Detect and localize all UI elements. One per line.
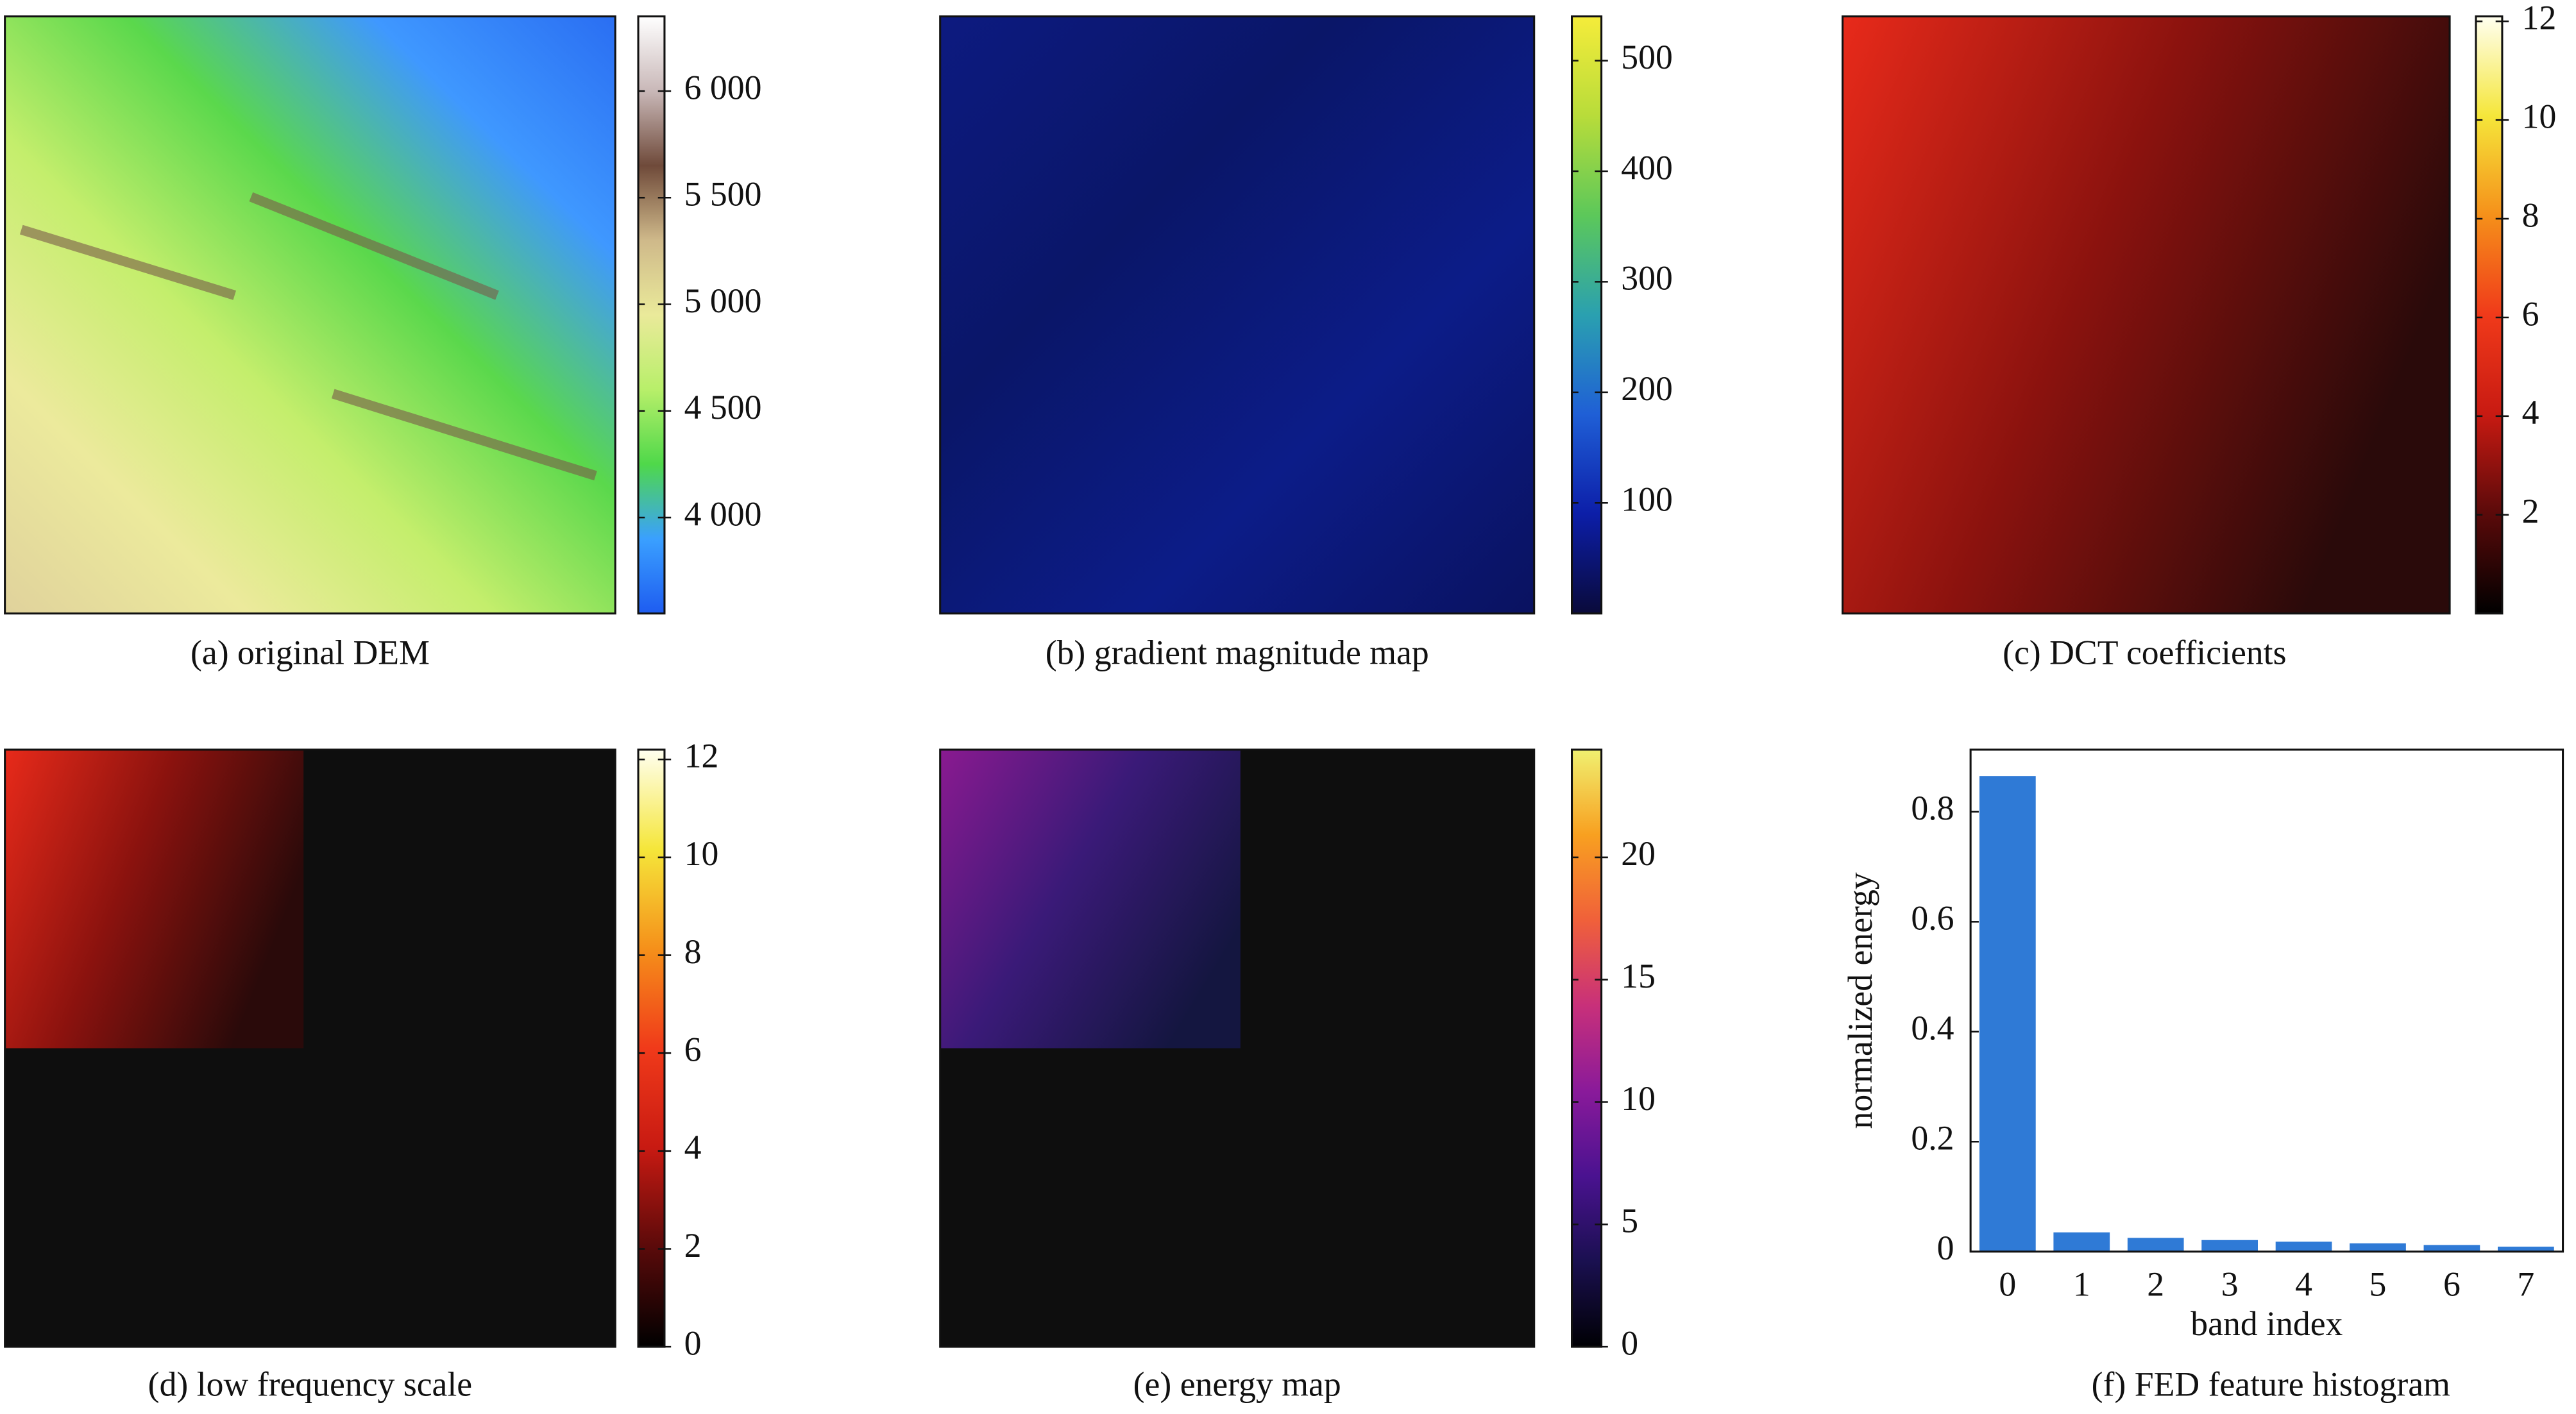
colorbar — [2475, 16, 2502, 614]
colorbar-tick-label: 500 — [1621, 38, 1673, 76]
ridge — [331, 389, 597, 481]
caption: (c) DCT coefficients — [2003, 634, 2286, 672]
image-frame — [939, 15, 1536, 615]
y-tick-label: 0.4 — [1911, 1009, 1954, 1047]
colorbar-tick-label: 5 — [1621, 1202, 1638, 1240]
image-frame — [4, 748, 616, 1348]
colorbar-tick-label: 8 — [684, 932, 702, 971]
bar — [2053, 1232, 2110, 1252]
bar — [2201, 1240, 2258, 1252]
x-tick-label: 3 — [2221, 1265, 2239, 1303]
x-tick-label: 4 — [2295, 1265, 2312, 1303]
bar — [2350, 1243, 2406, 1252]
ridge — [249, 192, 499, 300]
axes-frame — [1969, 748, 2564, 1253]
y-axis-label: normalized energy — [1841, 872, 1879, 1129]
colorbar — [638, 16, 665, 614]
x-tick-label: 5 — [2369, 1265, 2387, 1303]
colorbar-tick-label: 4 — [684, 1128, 702, 1166]
colorbar-tick-label: 6 — [2522, 294, 2539, 333]
colorbar-tick-label: 10 — [684, 834, 719, 873]
energy-block — [940, 750, 1241, 1048]
y-tick-label: 0 — [1937, 1229, 1954, 1267]
colorbar-tick-label: 2 — [684, 1226, 702, 1265]
caption: (a) original DEM — [191, 634, 430, 672]
dct-image — [1842, 16, 2450, 614]
colorbar-tick-label: 300 — [1621, 259, 1673, 298]
colorbar-frame — [1571, 748, 1603, 1348]
x-tick-label: 2 — [2147, 1265, 2164, 1303]
ridge — [19, 224, 237, 300]
colorbar-tick-label: 6 000 — [684, 68, 762, 106]
colorbar-tick-label: 10 — [2522, 97, 2557, 136]
colorbar-tick-label: 4 000 — [684, 494, 762, 533]
y-tick-label: 0.8 — [1911, 789, 1954, 827]
bar — [2423, 1245, 2480, 1252]
colorbar-tick-label: 20 — [1621, 834, 1656, 873]
colorbar-frame — [1571, 15, 1603, 615]
y-tick-label: 0.2 — [1911, 1119, 1954, 1157]
image-frame — [939, 748, 1536, 1348]
x-tick-label: 0 — [1999, 1265, 2016, 1303]
low-freq-block — [4, 750, 304, 1048]
colorbar-tick-label: 4 500 — [684, 388, 762, 426]
colorbar — [1572, 16, 1602, 614]
colorbar-tick-label: 100 — [1621, 480, 1673, 519]
colorbar — [1572, 750, 1602, 1347]
colorbar-frame — [2475, 15, 2504, 615]
colorbar-tick-label: 15 — [1621, 957, 1656, 995]
colorbar-tick-label: 4 — [2522, 393, 2539, 432]
colorbar — [638, 750, 665, 1347]
x-tick-label: 1 — [2073, 1265, 2090, 1303]
colorbar-tick-label: 12 — [2522, 0, 2557, 37]
colorbar-tick-label: 6 — [684, 1031, 702, 1069]
bar — [1979, 776, 2036, 1252]
colorbar-tick-label: 5 000 — [684, 282, 762, 320]
caption: (d) low frequency scale — [148, 1365, 472, 1403]
caption: (b) gradient magnitude map — [1046, 634, 1429, 672]
image-frame — [1842, 15, 2451, 615]
bar — [2497, 1247, 2554, 1252]
colorbar-tick-label: 0 — [684, 1324, 702, 1362]
image-frame — [4, 15, 616, 615]
bar — [2275, 1241, 2332, 1252]
x-axis-label: band index — [2190, 1304, 2343, 1343]
dem-image — [4, 16, 616, 614]
caption: (f) FED feature histogram — [2092, 1365, 2450, 1403]
y-tick-label: 0.6 — [1911, 899, 1954, 938]
colorbar-tick-label: 10 — [1621, 1079, 1656, 1118]
colorbar-tick-label: 0 — [1621, 1324, 1638, 1362]
gradient-image — [940, 16, 1534, 614]
colorbar-frame — [637, 748, 666, 1348]
x-tick-label: 7 — [2517, 1265, 2534, 1303]
colorbar-tick-label: 8 — [2522, 196, 2539, 234]
colorbar-tick-label: 200 — [1621, 369, 1673, 408]
colorbar-tick-label: 2 — [2522, 492, 2539, 530]
colorbar-frame — [637, 15, 666, 615]
colorbar-tick-label: 400 — [1621, 148, 1673, 187]
colorbar-tick-label: 12 — [684, 737, 719, 775]
bar — [2127, 1238, 2184, 1252]
colorbar-tick-label: 5 500 — [684, 175, 762, 214]
caption: (e) energy map — [1133, 1365, 1341, 1403]
x-tick-label: 6 — [2443, 1265, 2461, 1303]
